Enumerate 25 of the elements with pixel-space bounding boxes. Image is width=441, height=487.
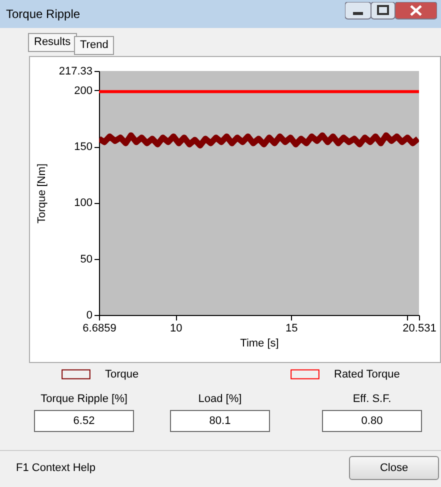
chart-title: Torque Ripple (6, 7, 80, 21)
y-tick-label: 0 (86, 310, 92, 322)
y-axis-title: Torque [Nm] (36, 164, 48, 224)
text: Eff. S.F. (352, 393, 392, 405)
x-tick-label: 15 (286, 322, 298, 334)
y-tick-label: 217.33 (58, 66, 92, 78)
text: 0.80 (322, 410, 422, 432)
text: 6.52 (34, 410, 134, 432)
text: Results (28, 33, 77, 52)
y-tick-label: 50 (80, 253, 92, 266)
x-tick-label: 20.531 (402, 322, 436, 334)
text: F1 Context Help (16, 462, 96, 474)
x-tick-label: 6.6859 (82, 322, 116, 334)
x-tick-label: 10 (170, 322, 182, 334)
y-tick-label: 150 (74, 141, 92, 154)
y-tick-label: 100 (74, 197, 92, 210)
legend-label: Torque (105, 368, 139, 380)
x-axis-title: Time [s] (240, 338, 279, 350)
legend-label: Rated Torque (334, 368, 400, 380)
y-tick-label: 200 (74, 84, 92, 97)
text: Torque Ripple [%] (40, 393, 128, 405)
text: Load [%] (197, 393, 243, 405)
text: Trend (74, 36, 114, 55)
text: Close (349, 456, 439, 480)
text: 80.1 (170, 410, 270, 432)
